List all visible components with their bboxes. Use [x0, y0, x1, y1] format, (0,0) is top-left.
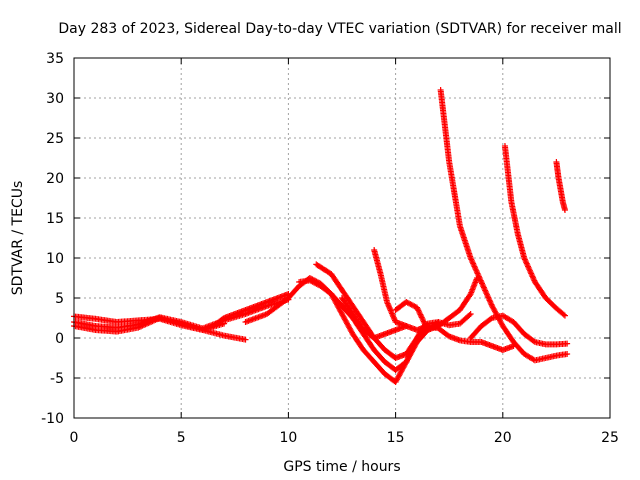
y-axis-label: SDTVAR / TECUs — [10, 181, 26, 296]
axis-ticks: 0 5 10 15 20 25 -10 -5 0 5 10 15 20 25 30 35 — [41, 51, 619, 446]
data-point — [487, 315, 494, 322]
y-tick-label: 0 — [55, 331, 64, 347]
data-point — [530, 338, 537, 345]
chart-title: Day 283 of 2023, Sidereal Day-to-day VTE… — [58, 21, 621, 37]
data-point — [560, 311, 567, 318]
x-tick-label: 0 — [70, 430, 79, 446]
y-tick-label: 30 — [46, 91, 64, 107]
series-arc-13 — [501, 143, 568, 319]
x-tick-label: 20 — [494, 430, 512, 446]
x-tick-label: 15 — [387, 430, 405, 446]
data-point — [242, 336, 249, 343]
x-tick-label: 25 — [601, 430, 619, 446]
y-tick-label: 15 — [46, 211, 64, 227]
x-axis-label: GPS time / hours — [283, 459, 400, 475]
y-tick-label: 25 — [46, 131, 64, 147]
y-tick-label: 20 — [46, 171, 64, 187]
series-arc-14 — [553, 159, 568, 213]
series-arc-12 — [467, 312, 571, 348]
data-point — [466, 312, 473, 319]
data-point — [467, 311, 474, 317]
series-arc-9 — [371, 247, 410, 329]
y-tick-label: 5 — [55, 291, 64, 307]
data-point — [403, 323, 410, 329]
y-tick-label: 35 — [46, 51, 64, 67]
plot-frame — [73, 57, 611, 419]
x-tick-label: 5 — [177, 430, 186, 446]
y-tick-label: -5 — [50, 371, 64, 387]
y-tick-label: -10 — [41, 411, 64, 427]
x-tick-label: 10 — [279, 430, 297, 446]
grid-lines — [74, 58, 610, 418]
data-point — [564, 340, 571, 347]
data-point — [561, 207, 568, 213]
series-arc-4 — [210, 291, 292, 329]
y-tick-label: 10 — [46, 251, 64, 267]
data-marks — [71, 87, 571, 385]
series-arc-10 — [392, 275, 481, 333]
data-point — [564, 351, 571, 357]
series-arc-11 — [437, 87, 571, 364]
data-point — [561, 312, 568, 319]
